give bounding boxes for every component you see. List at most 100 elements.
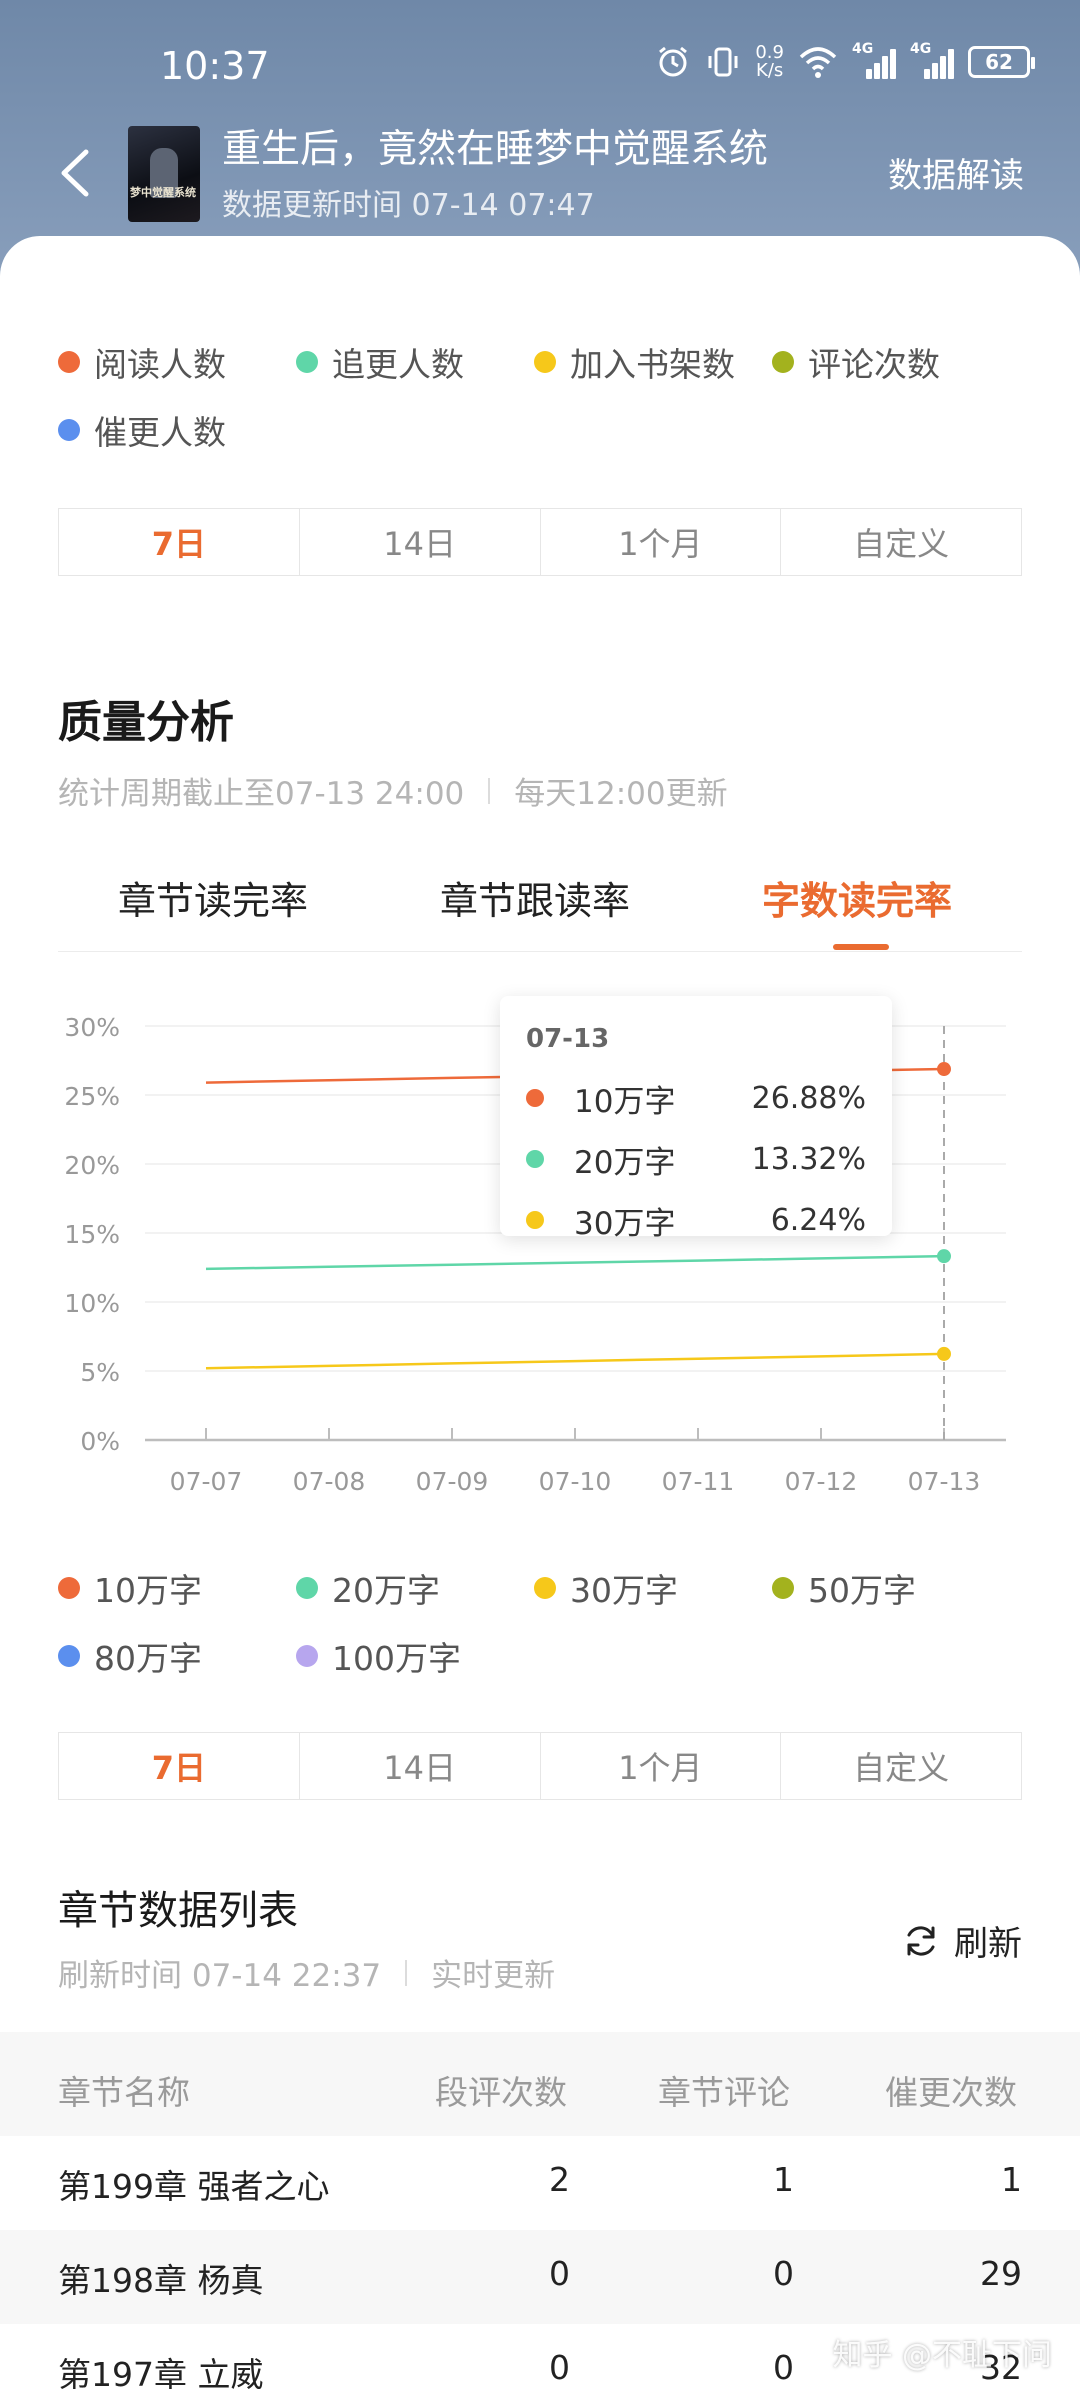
chart-tooltip: 07-13 10万字 26.88% 20万字 13.32% 30万字 6.24% [500, 996, 892, 1242]
legend-dot [58, 1645, 80, 1667]
legend-dot [58, 419, 80, 441]
tooltip-row: 30万字 6.24% [526, 1200, 866, 1242]
legend-item-comments[interactable]: 评论次数 [772, 340, 1010, 384]
chapter-name: 第197章 立威 [58, 2355, 264, 2394]
range-tab-custom[interactable]: 自定义 [853, 525, 950, 563]
back-arrow-icon[interactable] [56, 148, 96, 198]
legend-dot [296, 1577, 318, 1599]
chapter-realtime: 实时更新 [431, 1958, 556, 1994]
legend-item-reads[interactable]: 阅读人数 [58, 340, 296, 384]
refresh-button[interactable]: 刷新 [902, 1916, 1022, 1965]
y-tick-label: 20% [64, 1151, 120, 1180]
tab-chapter-follow[interactable]: 章节跟读率 [440, 879, 631, 923]
tooltip-dot [526, 1211, 544, 1229]
word-legend: 10万字 20万字 30万字 50万字 80万字 100万字 [58, 1566, 1048, 1678]
range-tab-14d[interactable]: 14日 [300, 1733, 541, 1799]
para-comment-count: 0 [549, 2348, 570, 2387]
quality-subline: 统计周期截止至07-13 24:00 每天12:00更新 [58, 768, 728, 813]
legend-item-20w[interactable]: 20万字 [296, 1566, 534, 1610]
x-tick-label: 07-09 [416, 1467, 489, 1496]
book-title: 重生后，竟然在睡梦中觉醒系统 [222, 127, 769, 172]
table-row[interactable]: 第199章 强者之心 2 1 1 [0, 2136, 1080, 2230]
divider [405, 1959, 408, 1986]
line-chart: 0% 5% 10% 15% 20% 25% 30% 07-07 07-08 07-09 07-10 0… [64, 1013, 1006, 1496]
tooltip-dot [526, 1150, 544, 1168]
legend-label: 加入书架数 [570, 345, 735, 384]
column-header: 章节名称 [58, 2073, 190, 2112]
net-speed-value: 0.9 [755, 42, 784, 63]
legend-item-urges[interactable]: 催更人数 [58, 408, 296, 452]
chapter-comment-count: 0 [773, 2348, 794, 2387]
x-tick-label: 07-10 [539, 1467, 612, 1496]
chapter-refresh-time: 刷新时间 07-14 22:37 [58, 1958, 382, 1994]
legend-item-50w[interactable]: 50万字 [772, 1566, 1010, 1610]
tooltip-value: 6.24% [770, 1202, 866, 1238]
tab-word-completion[interactable]: 字数读完率 [762, 879, 953, 923]
series-point [937, 1346, 951, 1361]
divider [488, 777, 491, 804]
battery-level: 62 [985, 50, 1013, 74]
metric-tabs: 章节读完率 章节跟读率 字数读完率 [58, 870, 1022, 952]
legend-label: 追更人数 [332, 345, 464, 384]
legend-item-30w[interactable]: 30万字 [534, 1566, 772, 1610]
series-line [205, 1254, 945, 1271]
legend-item-80w[interactable]: 80万字 [58, 1634, 296, 1678]
chapter-comment-count: 1 [773, 2160, 794, 2199]
legend-item-10w[interactable]: 10万字 [58, 1566, 296, 1610]
book-cover: 梦中觉醒系统 [128, 126, 200, 222]
wifi-icon [799, 47, 837, 78]
para-comment-count: 0 [549, 2254, 570, 2293]
chapter-subline: 刷新时间 07-14 22:37 实时更新 [58, 1950, 555, 1995]
range-tabs-quality: 7日 14日 1个月 自定义 [58, 1732, 1022, 1800]
signal-type-2: 4G [910, 41, 932, 57]
legend-dot [58, 1577, 80, 1599]
tooltip-label: 20万字 [574, 1144, 676, 1181]
y-tick-label: 25% [64, 1082, 120, 1111]
legend-label: 催更人数 [94, 413, 226, 452]
y-tick-label: 0% [80, 1427, 120, 1456]
status-time: 10:37 [160, 44, 270, 88]
data-interpret-button[interactable]: 数据解读 [888, 156, 1024, 196]
refresh-label: 刷新 [954, 1924, 1022, 1964]
range-tab-7d[interactable]: 7日 [59, 1733, 300, 1799]
chapter-name: 第199章 强者之心 [58, 2167, 330, 2206]
table-row[interactable]: 第198章 杨真 0 0 29 [0, 2230, 1080, 2324]
para-comment-count: 2 [549, 2160, 570, 2199]
tab-chapter-completion[interactable]: 章节读完率 [118, 879, 309, 923]
data-update-time: 数据更新时间 07-14 07:47 [222, 188, 595, 223]
legend-dot [58, 351, 80, 373]
range-tab-7d[interactable]: 7日 [59, 509, 300, 575]
urge-count: 29 [980, 2254, 1022, 2293]
net-speed-unit: K/s [756, 60, 784, 81]
urge-count: 32 [980, 2348, 1022, 2387]
legend-label: 100万字 [332, 1639, 461, 1678]
tooltip-value: 26.88% [751, 1080, 866, 1116]
column-header: 催更次数 [885, 2073, 1017, 2112]
range-tab-1m[interactable]: 1个月 [541, 1733, 782, 1799]
legend-label: 评论次数 [808, 345, 940, 384]
signal-icon-2: 4G [910, 41, 954, 79]
x-tick-label: 07-08 [293, 1467, 366, 1496]
range-tab-14d[interactable]: 14日 [300, 509, 541, 575]
refresh-icon [907, 1925, 935, 1956]
watermark: 知乎 @不耻下问 [832, 2338, 1052, 2373]
series-line [205, 1352, 945, 1370]
tooltip-row: 10万字 26.88% [526, 1078, 866, 1120]
legend-dot [296, 1645, 318, 1667]
legend-item-followers[interactable]: 追更人数 [296, 340, 534, 384]
x-tick-label: 07-11 [662, 1467, 735, 1496]
legend-item-100w[interactable]: 100万字 [296, 1634, 534, 1678]
table-row[interactable]: 第197章 立威 0 0 32 [0, 2324, 1080, 2400]
quality-period: 统计周期截止至07-13 24:00 [58, 776, 465, 812]
series-point [937, 1062, 951, 1077]
range-tab-1m[interactable]: 1个月 [541, 509, 782, 575]
status-icons: 0.9 K/s 4G 4G 62 [655, 41, 1035, 81]
range-tab-custom[interactable]: 自定义 [853, 1749, 950, 1787]
table-header: 章节名称 段评次数 章节评论 催更次数 [0, 2032, 1080, 2136]
legend-dot [772, 1577, 794, 1599]
legend-dot [534, 351, 556, 373]
legend-item-shelf[interactable]: 加入书架数 [534, 340, 772, 384]
chapter-comment-count: 0 [773, 2254, 794, 2293]
legend-dot [772, 351, 794, 373]
x-tick-label: 07-12 [785, 1467, 858, 1496]
